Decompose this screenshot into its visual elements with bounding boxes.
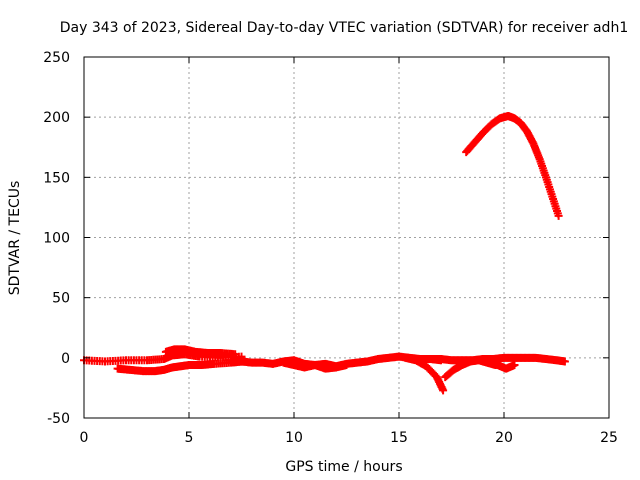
y-tick-label: 250: [43, 50, 70, 66]
data-point: [510, 361, 519, 370]
x-tick-label: 25: [600, 430, 618, 446]
x-tick-label: 15: [390, 430, 408, 446]
y-tick-label: -50: [47, 411, 70, 427]
series-track-e: [279, 358, 351, 373]
data-point: [439, 386, 448, 395]
data-points: [80, 111, 569, 395]
y-tick-label: 150: [43, 170, 70, 186]
series-track-i: [476, 356, 519, 373]
y-tick-label: 200: [43, 110, 70, 126]
data-point: [554, 211, 563, 220]
chart-title: Day 343 of 2023, Sidereal Day-to-day VTE…: [60, 20, 628, 36]
y-axis-ticks: -50 0 50 100 150 200 250: [43, 50, 609, 427]
x-tick-label: 0: [80, 430, 89, 446]
series-track-f: [401, 353, 448, 395]
series-track-h: [426, 353, 569, 366]
y-tick-label: 50: [52, 291, 70, 307]
x-tick-label: 20: [495, 430, 513, 446]
data-point: [560, 357, 569, 366]
series-track-c: [161, 345, 240, 359]
x-tick-label: 10: [285, 430, 303, 446]
x-tick-label: 5: [185, 430, 194, 446]
y-axis-label: SDTVAR / TECUs: [7, 181, 23, 296]
y-tick-label: 100: [43, 231, 70, 247]
x-axis-ticks: 0 5 10 15 20 25: [80, 57, 618, 446]
x-axis-label: GPS time / hours: [285, 459, 402, 475]
data-point: [342, 361, 351, 370]
y-tick-label: 0: [61, 351, 70, 367]
series-track-j: [462, 111, 563, 220]
